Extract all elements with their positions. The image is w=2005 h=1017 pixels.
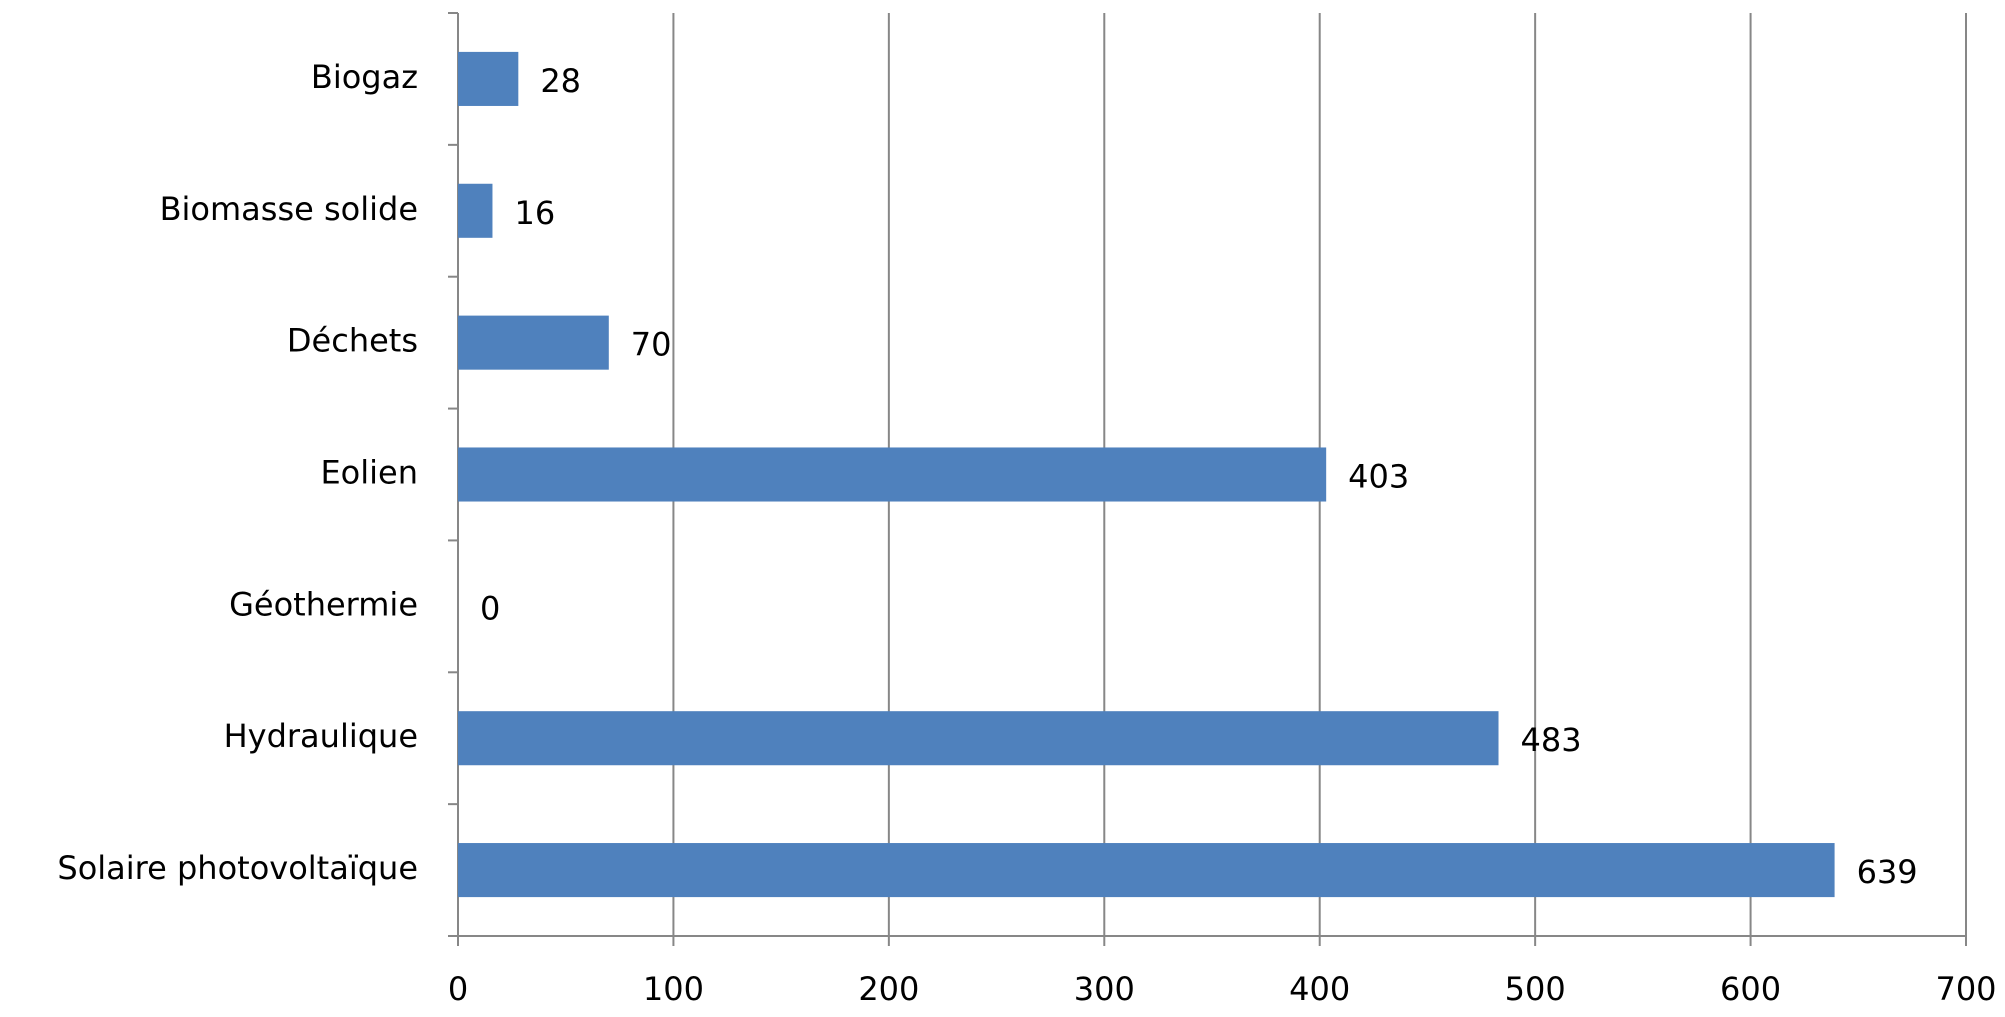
x-tick-label: 0 <box>448 970 468 1008</box>
x-tick-label: 600 <box>1720 970 1781 1008</box>
data-label: 70 <box>631 326 672 364</box>
y-tick-label: Géothermie <box>229 585 418 623</box>
y-tick-label: Solaire photovoltaïque <box>57 849 418 887</box>
bar <box>458 711 1499 766</box>
data-label: 403 <box>1348 458 1409 496</box>
data-label: 28 <box>540 62 581 100</box>
data-label: 639 <box>1857 853 1918 891</box>
x-tick-label: 400 <box>1289 970 1350 1008</box>
y-tick-label: Hydraulique <box>224 717 418 755</box>
x-tick-label: 500 <box>1505 970 1566 1008</box>
x-tick-label: 700 <box>1935 970 1996 1008</box>
bar <box>458 843 1835 898</box>
x-tick-label: 100 <box>643 970 704 1008</box>
x-tick-label: 300 <box>1074 970 1135 1008</box>
data-label: 483 <box>1521 721 1582 759</box>
y-tick-label: Biogaz <box>311 58 418 96</box>
bar <box>458 315 609 370</box>
bar <box>458 183 493 238</box>
y-tick-label: Déchets <box>287 322 418 360</box>
y-tick-label: Biomasse solide <box>160 190 418 228</box>
data-label: 16 <box>514 194 555 232</box>
bar <box>458 51 519 106</box>
y-tick-label: Eolien <box>320 454 418 492</box>
data-label: 0 <box>480 589 500 627</box>
bar <box>458 447 1327 502</box>
x-tick-label: 200 <box>858 970 919 1008</box>
